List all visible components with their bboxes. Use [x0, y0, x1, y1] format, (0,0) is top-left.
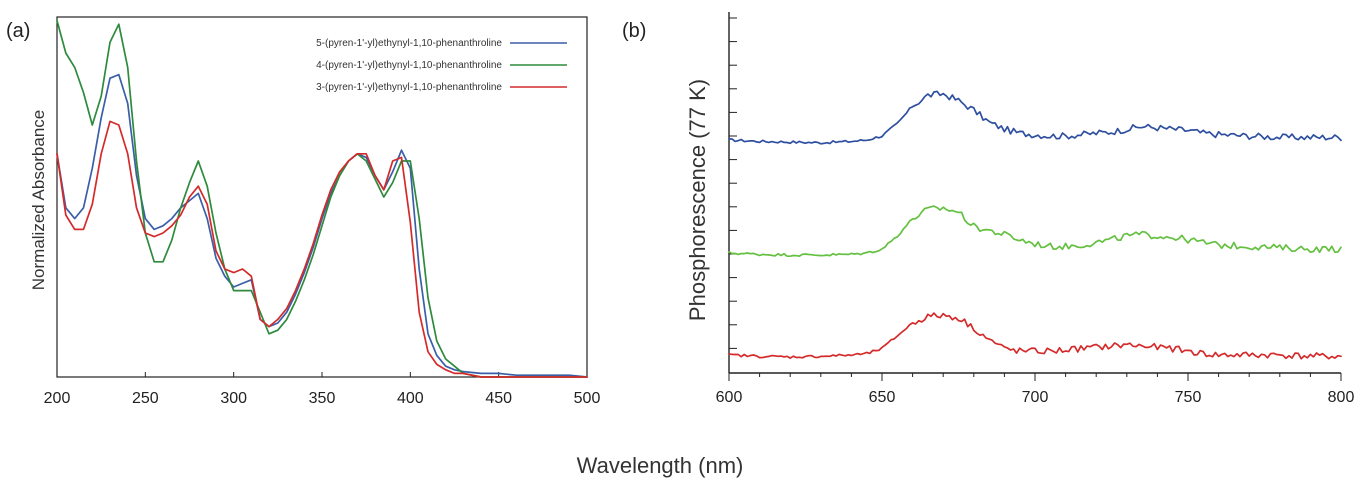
panel-b-series-line-2 — [728, 205, 1342, 258]
panel-b-series-line-3 — [728, 312, 1342, 360]
panel-a-plot-frame — [56, 16, 588, 378]
panel-a-x-tick-label: 300 — [220, 390, 247, 407]
panel-b-x-tick-label: 750 — [1175, 389, 1202, 406]
panel-a-legend-label-3: 3-(pyren-1'-yl)ethynyl-1,10-phenanthroli… — [316, 82, 502, 93]
panel-a-x-tick-label: 350 — [309, 390, 336, 407]
panel-a-legend-label-1: 5-(pyren-1'-yl)ethynyl-1,10-phenanthroli… — [316, 38, 502, 49]
panel-b-x-tick-label: 650 — [869, 389, 896, 406]
panel-b-series-group — [728, 90, 1342, 360]
panel-b-y-ticks — [729, 17, 737, 349]
panel-b-x-tick-label: 800 — [1328, 389, 1355, 406]
panel-a-x-tick-label: 450 — [485, 390, 512, 407]
panel-a-legend-label-2: 4-(pyren-1'-yl)ethynyl-1,10-phenanthroli… — [316, 60, 502, 71]
panel-a-x-tick-label: 200 — [44, 390, 71, 407]
panel-b-series-line-1 — [728, 90, 1342, 145]
panel-a-x-tick-label: 250 — [132, 390, 159, 407]
panel-a-series-line-2 — [56, 19, 588, 378]
panel-b-x-ticks: 600 650 700 750 800 — [716, 373, 1355, 406]
panel-a-x-ticks: 200 250 300 350 400 450 500 — [44, 372, 601, 407]
panel-a-absorbance-chart: (a) 200 250 300 350 400 450 500 5-(pyren-1'-yl… — [6, 16, 601, 407]
panel-b-y-axis-title: Phosphorescence (77 K) — [685, 79, 710, 321]
panel-a-series-line-1 — [56, 73, 588, 378]
panel-b-x-tick-label: 600 — [716, 389, 743, 406]
panel-a-series-group — [56, 19, 588, 378]
panel-a-label: (a) — [6, 20, 30, 42]
panel-b-label: (b) — [622, 20, 646, 42]
panel-b-phosphorescence-chart: (b) 600 650 700 750 800 Phosphorescence (77 … — [622, 12, 1354, 406]
panel-a-y-axis-title: Normalized Absorbance — [29, 110, 48, 290]
panel-a-legend: 5-(pyren-1'-yl)ethynyl-1,10-phenanthroli… — [316, 38, 567, 93]
shared-x-axis-title: Wavelength (nm) — [577, 453, 744, 478]
panel-a-x-tick-label: 400 — [397, 390, 424, 407]
panel-a-series-line-3 — [56, 120, 588, 378]
panel-b-x-tick-label: 700 — [1022, 389, 1049, 406]
panel-a-x-tick-label: 500 — [574, 390, 601, 407]
